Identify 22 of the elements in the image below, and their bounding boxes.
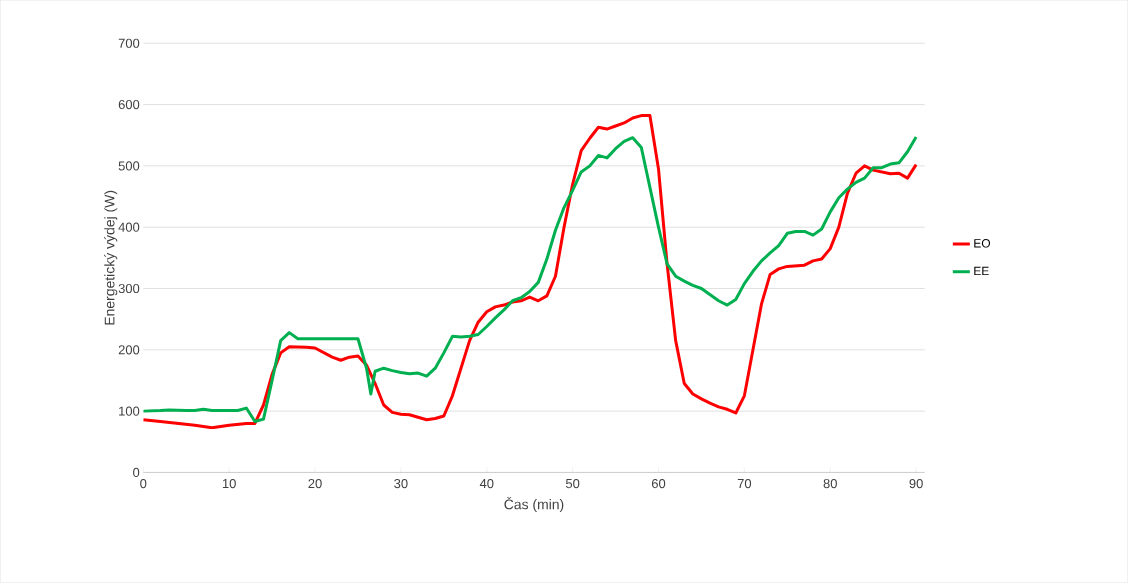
x-tick-label: 80 [823, 479, 837, 489]
y-tick-label: 0 [133, 468, 140, 478]
x-axis-title: Čas (min) [504, 497, 564, 513]
x-tick-label: 50 [565, 479, 580, 489]
x-tick-label: 20 [308, 479, 322, 489]
y-tick-label: 600 [118, 100, 140, 110]
legend-label: EO [974, 239, 991, 248]
y-tick-label: 500 [118, 161, 140, 171]
y-tick-label: 300 [118, 284, 140, 294]
x-tick-label: 40 [479, 479, 494, 489]
x-tick-label: 0 [140, 479, 147, 489]
x-tick-label: 90 [909, 479, 923, 489]
legend-label: EE [974, 267, 989, 276]
y-tick-label: 700 [118, 38, 140, 48]
y-tick-label: 200 [118, 345, 140, 355]
x-tick-label: 70 [737, 479, 752, 489]
x-tick-label: 60 [651, 479, 666, 489]
x-tick-label: 10 [222, 479, 236, 489]
x-tick-label: 30 [394, 479, 408, 489]
y-tick-label: 100 [119, 406, 140, 416]
y-axis-title: Energetický výdej (W) [104, 191, 118, 325]
y-tick-label: 400 [118, 222, 140, 232]
